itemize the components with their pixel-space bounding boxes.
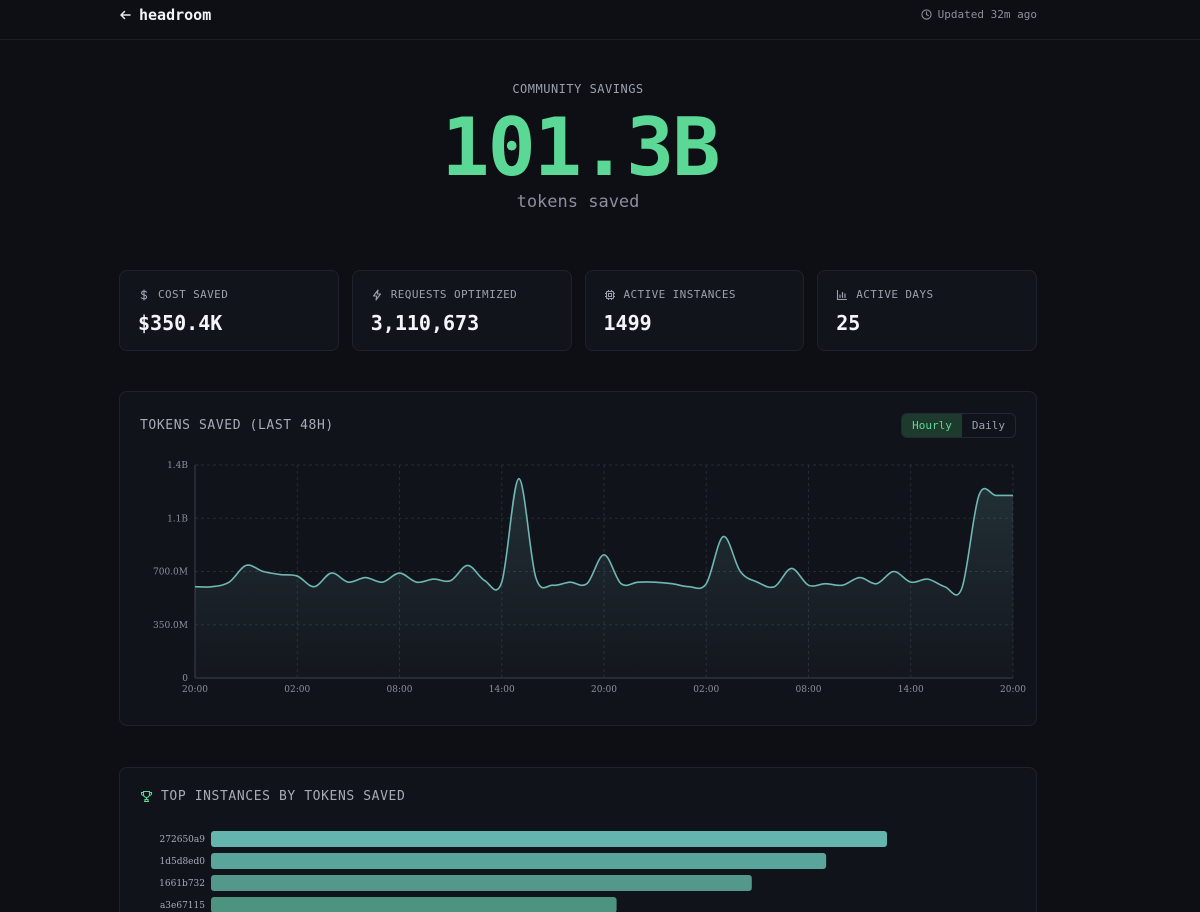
stat-value: 3,110,673 xyxy=(370,311,480,335)
top-bar: headroom Updated 32m ago xyxy=(0,0,1200,40)
clock-icon xyxy=(921,9,932,20)
bar-label: a3e67115 xyxy=(160,901,205,911)
bars-title: TOP INSTANCES BY TOKENS SAVED xyxy=(161,789,406,804)
brand-name: headroom xyxy=(139,6,212,24)
dollar-icon xyxy=(140,288,148,301)
y-tick-label: 700.0M xyxy=(153,568,188,578)
stats-row: COST SAVED $350.4K REQUESTS OPTIMIZED 3,… xyxy=(119,270,1037,351)
bar-label: 1d5d8ed0 xyxy=(159,857,205,867)
bar-label: 1661b732 xyxy=(159,879,205,889)
stat-active-days: ACTIVE DAYS 25 xyxy=(817,270,1037,351)
bars-title-wrap: TOP INSTANCES BY TOKENS SAVED xyxy=(140,789,405,804)
updated-text: Updated 32m ago xyxy=(937,8,1037,21)
stat-active-instances: ACTIVE INSTANCES 1499 xyxy=(584,270,805,351)
y-tick-label: 0 xyxy=(182,674,188,684)
x-tick-label: 20:00 xyxy=(1000,685,1026,695)
y-tick-label: 1.1B xyxy=(167,514,188,524)
toggle-daily[interactable]: Daily xyxy=(971,419,1005,432)
tokens-area-chart: 0 350.0M 700.0M 1.1B 1.4B 20:00 02:00 08:00 14:0… xyxy=(153,461,1026,695)
stat-label: ACTIVE INSTANCES xyxy=(623,288,736,301)
bar-label: 272650a9 xyxy=(160,835,206,845)
tokens-chart-card: TOKENS SAVED (LAST 48H) Hourly Daily 0 35… xyxy=(119,391,1037,726)
y-tick-label: 1.4B xyxy=(167,461,188,471)
stat-value: 1499 xyxy=(603,311,652,335)
stat-value: $350.4K xyxy=(138,311,223,335)
x-tick-label: 02:00 xyxy=(284,685,310,695)
x-tick-label: 08:00 xyxy=(796,685,822,695)
stat-label: REQUESTS OPTIMIZED xyxy=(390,288,518,301)
x-tick-label: 20:00 xyxy=(591,685,617,695)
hero-label: COMMUNITY SAVINGS xyxy=(512,82,644,96)
stat-label: COST SAVED xyxy=(158,288,229,301)
back-link[interactable]: headroom xyxy=(119,6,211,24)
series-area xyxy=(195,478,1013,678)
top-instances-bar-chart: 272650a9 1d5d8ed0 1661b732 a3e67115 xyxy=(159,831,887,912)
bar xyxy=(211,875,752,891)
y-tick-label: 350.0M xyxy=(153,621,188,631)
lightning-icon xyxy=(372,288,381,301)
stat-value: 25 xyxy=(836,311,861,335)
toggle-hourly[interactable]: Hourly xyxy=(902,414,962,437)
x-tick-label: 20:00 xyxy=(182,685,208,695)
stat-label: ACTIVE DAYS xyxy=(856,288,934,301)
series-line xyxy=(194,477,1013,596)
chart-title: TOKENS SAVED (LAST 48H) xyxy=(140,418,334,433)
x-tick-label: 14:00 xyxy=(489,685,515,695)
x-tick-label: 08:00 xyxy=(387,685,413,695)
bar xyxy=(211,831,887,847)
stat-cost-saved: COST SAVED $350.4K xyxy=(119,270,339,351)
bar-chart-icon xyxy=(837,289,848,300)
trophy-icon xyxy=(140,790,153,803)
stat-requests-optimized: REQUESTS OPTIMIZED 3,110,673 xyxy=(351,270,572,351)
updated-status: Updated 32m ago xyxy=(921,8,1037,21)
hero-subtitle: tokens saved xyxy=(516,192,640,212)
chip-icon xyxy=(604,289,615,300)
x-tick-label: 14:00 xyxy=(898,685,924,695)
hero-value: 101.3B xyxy=(441,101,721,194)
bar xyxy=(211,897,617,912)
top-instances-card: TOP INSTANCES BY TOKENS SAVED 272650a9 1d… xyxy=(119,767,1037,912)
bar xyxy=(211,853,827,869)
interval-toggle: Hourly Daily xyxy=(901,413,1016,438)
x-tick-label: 02:00 xyxy=(693,685,719,695)
arrow-left-icon xyxy=(120,10,131,20)
